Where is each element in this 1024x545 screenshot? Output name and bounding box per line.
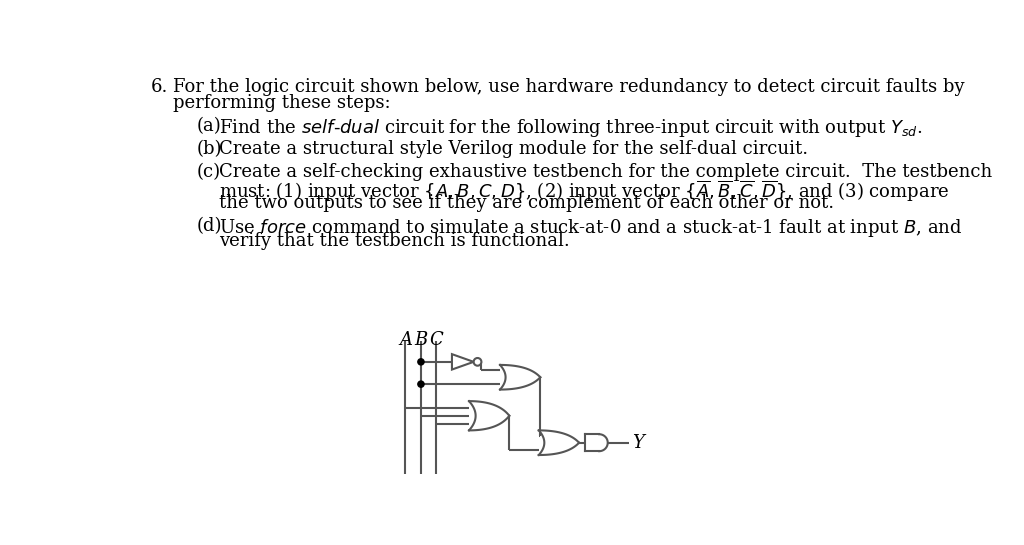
- Text: Find the $\mathit{self\text{-}dual}$ circuit for the following three-input circu: Find the $\mathit{self\text{-}dual}$ cir…: [219, 117, 923, 139]
- Text: A: A: [399, 331, 412, 349]
- Text: verify that the testbench is functional.: verify that the testbench is functional.: [219, 233, 570, 251]
- Text: Y: Y: [632, 434, 644, 452]
- Text: (a): (a): [197, 117, 221, 135]
- Text: C: C: [430, 331, 443, 349]
- Text: 6.: 6.: [152, 78, 169, 96]
- Text: Use $\mathit{force}$ command to simulate a stuck-at-0 and a stuck-at-1 fault at : Use $\mathit{force}$ command to simulate…: [219, 217, 963, 239]
- Text: (c): (c): [197, 163, 220, 181]
- Circle shape: [474, 358, 481, 366]
- Text: Create a self-checking exhaustive testbench for the complete circuit.  The testb: Create a self-checking exhaustive testbe…: [219, 163, 992, 181]
- Text: (b): (b): [197, 140, 222, 158]
- Text: B: B: [415, 331, 428, 349]
- Text: must: (1) input vector $\{A, B, C, D\}$, (2) input vector $\{\overline{A}, \over: must: (1) input vector $\{A, B, C, D\}$,…: [219, 179, 950, 204]
- Text: (d): (d): [197, 217, 222, 235]
- Text: the two outputs to see if they are complement of each other or not.: the two outputs to see if they are compl…: [219, 194, 835, 212]
- Text: For the logic circuit shown below, use hardware redundancy to detect circuit fau: For the logic circuit shown below, use h…: [173, 78, 965, 96]
- Circle shape: [418, 359, 424, 365]
- Text: Create a structural style Verilog module for the self-dual circuit.: Create a structural style Verilog module…: [219, 140, 809, 158]
- Text: performing these steps:: performing these steps:: [173, 94, 390, 112]
- Circle shape: [418, 381, 424, 387]
